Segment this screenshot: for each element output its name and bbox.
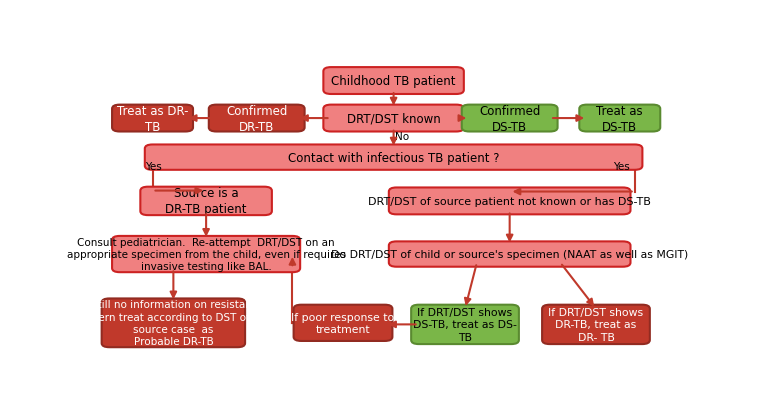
FancyBboxPatch shape	[323, 68, 464, 95]
Text: Contact with infectious TB patient ?: Contact with infectious TB patient ?	[288, 151, 499, 164]
FancyBboxPatch shape	[209, 105, 305, 132]
FancyBboxPatch shape	[293, 305, 392, 341]
FancyBboxPatch shape	[542, 305, 650, 344]
FancyBboxPatch shape	[411, 305, 519, 344]
Text: DRT/DST of source patient not known or has DS-TB: DRT/DST of source patient not known or h…	[368, 196, 651, 207]
Text: If DRT/DST shows
DS-TB, treat as DS-
TB: If DRT/DST shows DS-TB, treat as DS- TB	[413, 307, 517, 342]
FancyBboxPatch shape	[462, 105, 558, 132]
Text: Yes: Yes	[145, 162, 162, 171]
Text: Consult pediatrician.  Re-attempt  DRT/DST on an
appropriate specimen from the c: Consult pediatrician. Re-attempt DRT/DST…	[67, 237, 346, 272]
Text: No: No	[396, 131, 409, 141]
Text: DRT/DST known: DRT/DST known	[346, 112, 441, 125]
FancyBboxPatch shape	[389, 242, 631, 267]
Text: If DRT/DST shows
DR-TB, treat as
DR- TB: If DRT/DST shows DR-TB, treat as DR- TB	[548, 307, 644, 342]
Text: If poor response to
treatment: If poor response to treatment	[291, 312, 395, 334]
Text: If still no information on resistance
pattern treat according to DST of the
sour: If still no information on resistance pa…	[77, 299, 270, 347]
Text: Confirmed
DS-TB: Confirmed DS-TB	[479, 104, 541, 133]
FancyBboxPatch shape	[112, 237, 300, 273]
FancyBboxPatch shape	[101, 299, 245, 347]
FancyBboxPatch shape	[389, 188, 631, 215]
FancyBboxPatch shape	[112, 105, 193, 132]
Text: Source is a
DR-TB patient: Source is a DR-TB patient	[165, 187, 247, 216]
Text: Do DRT/DST of child or source's specimen (NAAT as well as MGIT): Do DRT/DST of child or source's specimen…	[331, 249, 688, 260]
FancyBboxPatch shape	[145, 145, 642, 171]
Text: Treat as DR-
TB: Treat as DR- TB	[117, 104, 188, 133]
FancyBboxPatch shape	[141, 187, 272, 215]
Text: Childhood TB patient: Childhood TB patient	[331, 75, 456, 88]
FancyBboxPatch shape	[579, 105, 660, 132]
Text: Yes: Yes	[613, 162, 630, 171]
Text: Treat as
DS-TB: Treat as DS-TB	[597, 104, 643, 133]
Text: Confirmed
DR-TB: Confirmed DR-TB	[226, 104, 287, 133]
FancyBboxPatch shape	[323, 105, 464, 132]
